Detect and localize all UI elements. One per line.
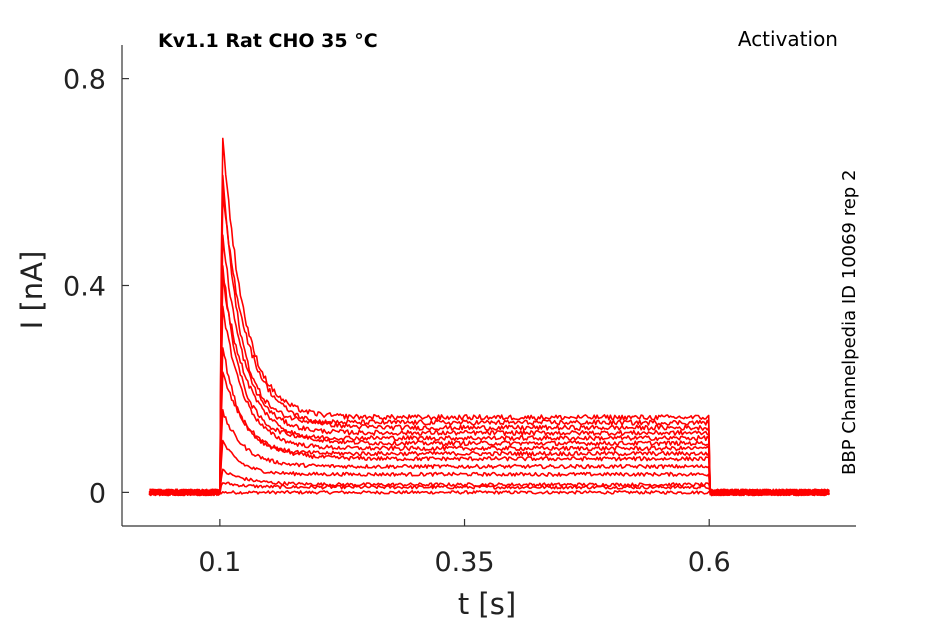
traces-group (148, 137, 830, 497)
x-tick-label: 0.1 (198, 547, 241, 578)
current-trace (149, 439, 830, 497)
x-axis-title: t [s] (458, 587, 516, 621)
y-tick-label: 0.8 (63, 65, 106, 96)
current-trace (149, 137, 830, 497)
y-tick-label: 0.4 (63, 272, 106, 303)
y-ticks: 0 0.4 0.8 (63, 65, 129, 509)
y-tick-label: 0 (89, 478, 106, 509)
x-tick-label: 0.6 (688, 547, 731, 578)
y-axis-title: I [nA] (15, 251, 49, 330)
chart-title-right: Activation (738, 27, 838, 51)
source-note: BBP Channelpedia ID 10069 rep 2 (839, 170, 860, 475)
current-trace (148, 174, 830, 497)
chart-title-left: Kv1.1 Rat CHO 35 °C (158, 30, 378, 52)
current-trace (148, 277, 830, 497)
current-trace (148, 192, 830, 497)
x-tick-label: 0.35 (434, 547, 494, 578)
x-ticks: 0.1 0.35 0.6 (198, 519, 731, 578)
